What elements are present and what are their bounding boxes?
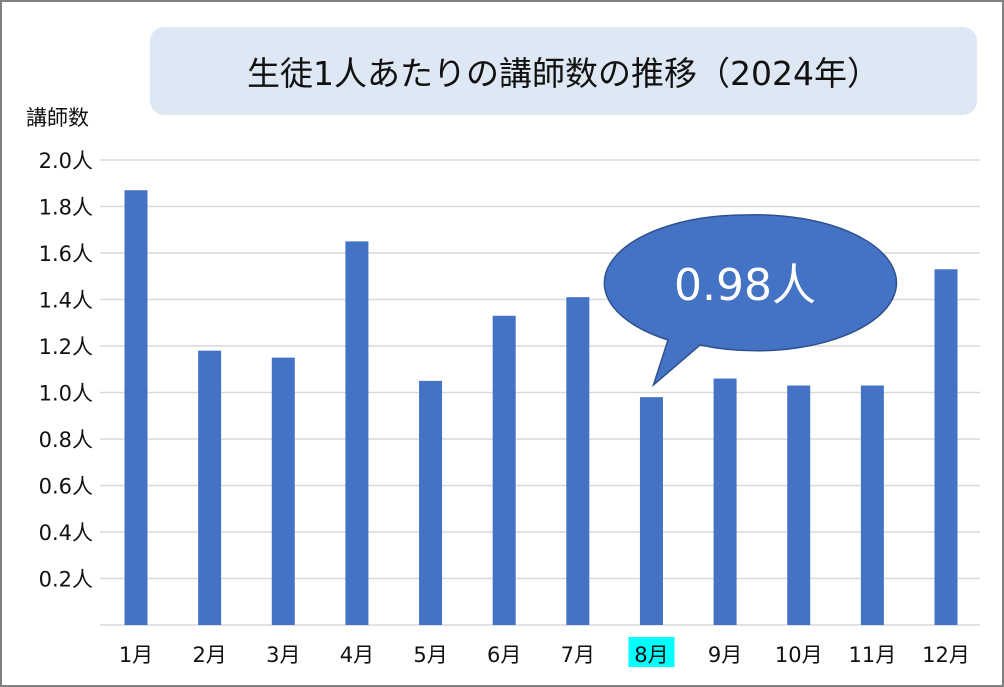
bar-8月 [639,397,663,625]
y-axis-label: 講師数 [26,106,89,130]
callout-bubble [603,214,898,388]
x-tick-label: 6月 [487,643,521,667]
y-tick-label: 2.0人 [39,149,93,173]
x-tick-label: 2月 [192,643,226,667]
bar-1月 [124,190,148,625]
y-tick-label: 1.8人 [39,196,93,220]
chart-title: 生徒1人あたりの講師数の推移（2024年） [150,27,977,115]
x-tick-label: 12月 [922,643,970,667]
bar-11月 [860,385,884,625]
bar-7月 [566,297,590,625]
bar-4月 [345,241,369,625]
x-tick-label: 11月 [848,643,896,667]
x-tick-label: 1月 [119,643,153,667]
y-tick-label: 1.4人 [39,289,93,313]
y-tick-label: 0.8人 [39,428,93,452]
y-tick-label: 1.2人 [39,335,93,359]
y-tick-label: 1.0人 [39,382,93,406]
x-tick-label: 9月 [708,643,742,667]
y-tick-label: 0.2人 [39,568,93,592]
bar-9月 [713,378,737,625]
x-tick-label: 7月 [561,643,595,667]
callout-text: 0.98人 [674,260,816,311]
x-label-highlight [628,637,675,667]
bar-6月 [492,315,516,625]
y-tick-label: 0.6人 [39,475,93,499]
x-tick-label: 3月 [266,643,300,667]
bar-5月 [419,380,443,625]
x-tick-label: 10月 [775,643,823,667]
y-tick-label: 1.6人 [39,242,93,266]
x-tick-label: 8月 [634,643,668,667]
y-tick-label: 0.4人 [39,521,93,545]
bar-10月 [787,385,811,625]
x-tick-label: 4月 [340,643,374,667]
x-tick-label: 5月 [413,643,447,667]
bar-12月 [934,269,958,625]
bar-3月 [271,357,295,625]
bar-2月 [198,350,222,625]
